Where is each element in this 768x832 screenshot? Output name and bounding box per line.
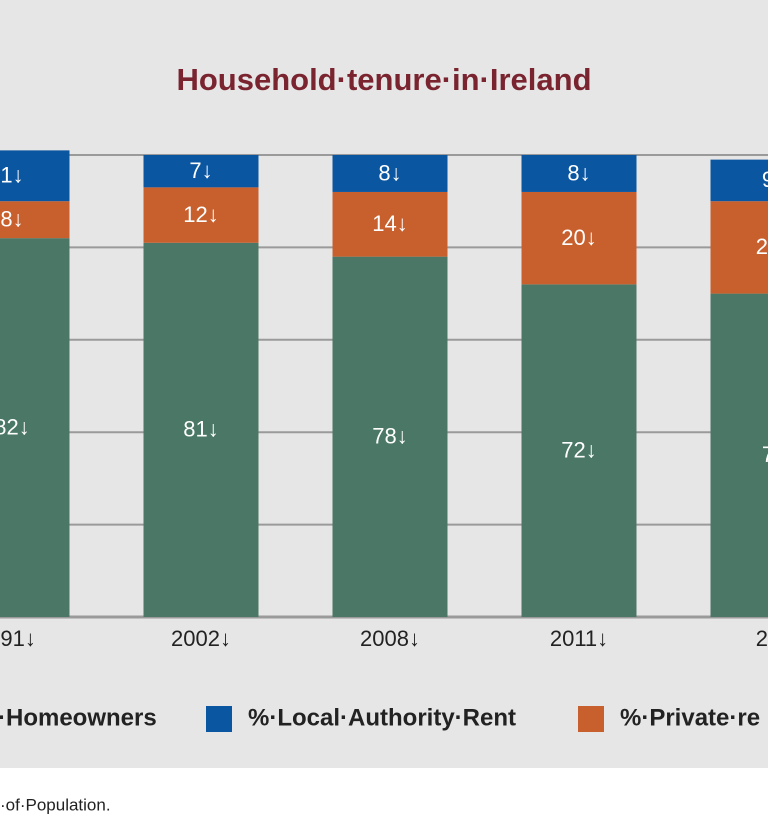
bar-segment	[143, 187, 259, 243]
x-tick-label: 20	[756, 626, 768, 651]
bar-segment	[521, 155, 637, 192]
data-label: 8↓	[567, 160, 590, 185]
data-label: 14↓	[372, 211, 407, 236]
bar-segment	[710, 201, 768, 294]
data-label: 72↓	[561, 437, 596, 462]
bar-segment	[143, 242, 259, 617]
bar-segment	[521, 191, 637, 285]
legend-label: %·Local·Authority·Rent	[248, 704, 516, 731]
legend-label: %·Private·re	[620, 704, 760, 731]
x-tick-label: 2002↓	[171, 626, 231, 651]
bar-segment	[332, 155, 448, 192]
data-label: 7↓	[189, 158, 212, 183]
x-tick-label: 2008↓	[360, 626, 420, 651]
chart-title: Household·tenure·in·Ireland	[176, 62, 591, 97]
data-label: 81↓	[183, 417, 218, 442]
data-label: 78↓	[372, 424, 407, 449]
bar-segment	[143, 155, 259, 188]
bar-segment	[332, 256, 448, 617]
data-label: 82↓	[0, 414, 30, 439]
bar-segment	[332, 191, 448, 257]
data-label: 8↓	[378, 160, 401, 185]
bar-segment	[710, 293, 768, 617]
data-label: 12↓	[183, 202, 218, 227]
bar-segment	[710, 159, 768, 202]
data-label: 20	[756, 234, 768, 259]
data-label: 7	[762, 442, 768, 467]
bar-segment	[0, 150, 70, 202]
x-tick-label: 991↓	[0, 626, 36, 651]
x-tick-label: 2011↓	[550, 626, 608, 651]
bar-segment	[0, 238, 70, 617]
data-label: 1↓	[0, 163, 23, 188]
data-label: 20↓	[561, 225, 596, 250]
bar-segment	[0, 201, 70, 239]
data-label: 8↓	[0, 206, 23, 231]
data-label: 9	[762, 167, 768, 192]
bar-segment	[521, 284, 637, 617]
legend-label: ·Homeowners	[0, 704, 157, 731]
footnote: ·of·Population.	[0, 795, 111, 814]
legend-swatch	[206, 706, 232, 732]
legend-swatch	[578, 706, 604, 732]
